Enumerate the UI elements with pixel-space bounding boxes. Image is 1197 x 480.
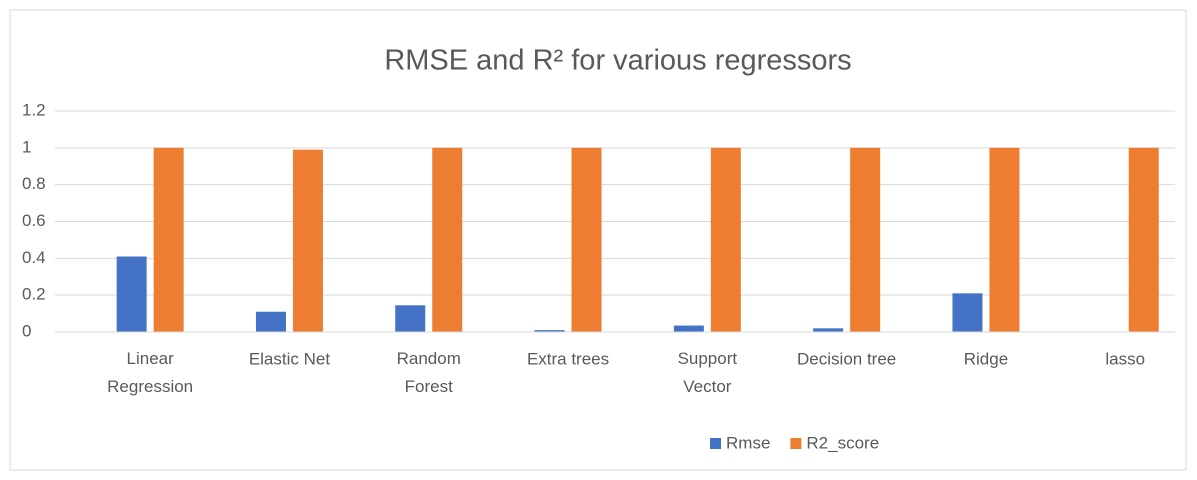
- x-tick-label: lasso: [1105, 349, 1145, 368]
- x-tick-label: Ridge: [964, 349, 1008, 368]
- bar: [292, 149, 323, 332]
- bar: [710, 147, 741, 332]
- bar: [395, 305, 426, 332]
- x-tick-label: Extra trees: [527, 349, 609, 368]
- x-tick-label: Decision tree: [797, 349, 896, 368]
- y-tick-label: 1.2: [22, 100, 46, 119]
- bar: [534, 330, 565, 332]
- y-tick-label: 0.2: [22, 285, 46, 304]
- bar: [255, 311, 286, 332]
- bar: [850, 147, 881, 332]
- bar: [1128, 147, 1159, 332]
- legend-label: Rmse: [726, 433, 770, 452]
- bar: [571, 147, 602, 332]
- legend-label: R2_score: [806, 433, 879, 452]
- x-tick-label: Elastic Net: [249, 349, 331, 368]
- x-tick-label: Random Forest: [397, 349, 461, 396]
- legend-swatch: [710, 438, 721, 449]
- x-tick-label: Linear Regression: [107, 349, 193, 396]
- y-tick-label: 0: [22, 321, 31, 340]
- bar: [153, 147, 184, 332]
- bar: [989, 147, 1020, 332]
- chart-title: RMSE and R² for various regressors: [384, 45, 851, 77]
- y-tick-label: 0.4: [22, 248, 46, 267]
- bar: [952, 293, 983, 332]
- y-tick-label: 0.6: [22, 211, 46, 230]
- bar: [116, 256, 147, 332]
- y-tick-label: 0.8: [22, 174, 46, 193]
- bar: [813, 328, 844, 332]
- legend-swatch: [790, 438, 802, 449]
- bar: [673, 325, 704, 332]
- x-tick-label: Support Vector: [678, 349, 738, 396]
- bar: [432, 147, 463, 332]
- y-tick-label: 1: [22, 137, 31, 156]
